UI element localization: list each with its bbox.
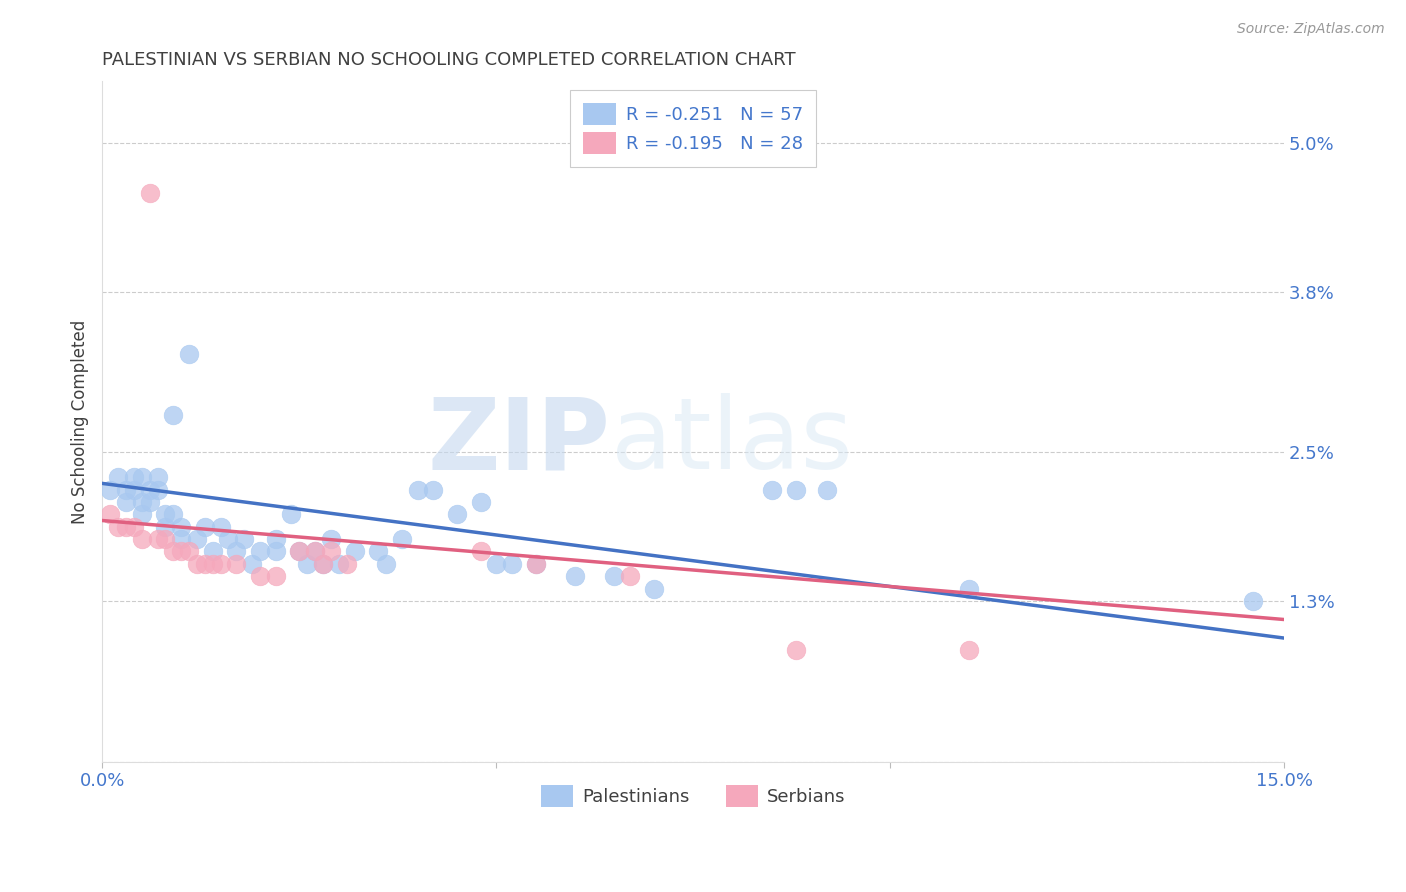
Point	[138, 186, 160, 200]
Point	[619, 569, 641, 583]
Point	[162, 409, 184, 423]
Point	[186, 532, 208, 546]
Point	[186, 557, 208, 571]
Point	[264, 532, 287, 546]
Point	[155, 508, 177, 522]
Point	[194, 519, 217, 533]
Point	[146, 483, 169, 497]
Point	[98, 483, 121, 497]
Point	[501, 557, 523, 571]
Point	[957, 643, 980, 657]
Point	[115, 519, 138, 533]
Point	[957, 582, 980, 596]
Point	[225, 544, 247, 558]
Point	[122, 483, 145, 497]
Point	[288, 544, 311, 558]
Legend: Palestinians, Serbians: Palestinians, Serbians	[533, 778, 853, 814]
Point	[131, 470, 153, 484]
Point	[131, 495, 153, 509]
Point	[98, 508, 121, 522]
Point	[107, 519, 129, 533]
Point	[312, 557, 335, 571]
Point	[131, 532, 153, 546]
Point	[138, 495, 160, 509]
Point	[304, 544, 326, 558]
Point	[146, 532, 169, 546]
Point	[177, 346, 200, 360]
Text: Source: ZipAtlas.com: Source: ZipAtlas.com	[1237, 22, 1385, 37]
Point	[815, 483, 838, 497]
Y-axis label: No Schooling Completed: No Schooling Completed	[72, 319, 89, 524]
Point	[217, 532, 239, 546]
Point	[264, 569, 287, 583]
Point	[162, 508, 184, 522]
Point	[524, 557, 547, 571]
Text: PALESTINIAN VS SERBIAN NO SCHOOLING COMPLETED CORRELATION CHART: PALESTINIAN VS SERBIAN NO SCHOOLING COMP…	[103, 51, 796, 69]
Point	[155, 532, 177, 546]
Point	[249, 569, 271, 583]
Point	[131, 508, 153, 522]
Point	[170, 519, 193, 533]
Point	[209, 519, 232, 533]
Point	[304, 544, 326, 558]
Point	[225, 557, 247, 571]
Point	[319, 544, 342, 558]
Point	[288, 544, 311, 558]
Point	[485, 557, 508, 571]
Point	[367, 544, 389, 558]
Point	[249, 544, 271, 558]
Point	[564, 569, 586, 583]
Point	[391, 532, 413, 546]
Point	[122, 470, 145, 484]
Point	[240, 557, 263, 571]
Point	[785, 483, 807, 497]
Point	[422, 483, 444, 497]
Text: atlas: atlas	[610, 393, 852, 491]
Point	[470, 544, 492, 558]
Point	[328, 557, 350, 571]
Point	[122, 519, 145, 533]
Point	[785, 643, 807, 657]
Point	[603, 569, 626, 583]
Point	[155, 519, 177, 533]
Point	[761, 483, 783, 497]
Point	[343, 544, 366, 558]
Point	[170, 544, 193, 558]
Point	[177, 544, 200, 558]
Point	[319, 532, 342, 546]
Text: ZIP: ZIP	[427, 393, 610, 491]
Point	[170, 532, 193, 546]
Point	[115, 483, 138, 497]
Point	[107, 470, 129, 484]
Point	[209, 557, 232, 571]
Point	[524, 557, 547, 571]
Point	[375, 557, 398, 571]
Point	[406, 483, 429, 497]
Point	[115, 495, 138, 509]
Point	[162, 544, 184, 558]
Point	[297, 557, 319, 571]
Point	[280, 508, 302, 522]
Point	[146, 470, 169, 484]
Point	[233, 532, 256, 546]
Point	[201, 557, 224, 571]
Point	[194, 557, 217, 571]
Point	[1241, 594, 1264, 608]
Point	[312, 557, 335, 571]
Point	[201, 544, 224, 558]
Point	[264, 544, 287, 558]
Point	[470, 495, 492, 509]
Point	[446, 508, 468, 522]
Point	[138, 483, 160, 497]
Point	[643, 582, 665, 596]
Point	[336, 557, 359, 571]
